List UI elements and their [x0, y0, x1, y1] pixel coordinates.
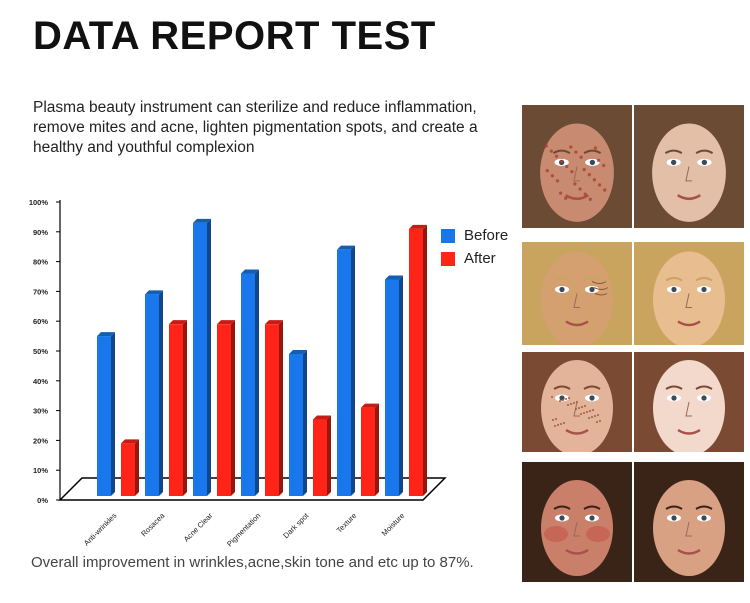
bar-top-before: [385, 275, 403, 280]
y-tick-label: 0%: [37, 496, 48, 505]
bar-top-before: [241, 269, 259, 274]
bar-side-after: [327, 415, 331, 496]
face-acne-before-icon: [522, 105, 632, 228]
bar-after: [265, 324, 279, 496]
y-tick-label: 20%: [33, 436, 48, 445]
bar-before: [241, 273, 255, 496]
face-clear-after-icon: [634, 105, 744, 228]
bar-side-after: [279, 320, 283, 496]
bar-side-before: [351, 245, 355, 496]
bar-top-after: [265, 320, 283, 325]
face-even-after-icon: [634, 352, 744, 452]
bar-side-after: [183, 320, 187, 496]
bar-after: [409, 228, 423, 496]
bar-top-after: [217, 320, 235, 325]
bar-chart: 0% 10% 20% 30% 40% 50% 60% 70% 80% 90% 100% Anti-wr…: [29, 198, 447, 548]
bar-before: [385, 279, 399, 496]
page-description: Plasma beauty instrument can sterilize a…: [33, 99, 478, 156]
bar-side-before: [207, 218, 211, 497]
bar-side-after: [423, 224, 427, 496]
bar-before: [145, 294, 159, 496]
bar-side-after: [135, 439, 139, 496]
bar-before: [97, 336, 111, 496]
face-redness-before-icon: [522, 462, 632, 582]
bar-after: [121, 443, 135, 496]
bar-side-before: [159, 290, 163, 496]
bar-side-before: [255, 269, 259, 496]
y-tick-label: 70%: [33, 287, 48, 296]
face-wrinkles-before-icon: [522, 242, 632, 345]
bar-top-after: [121, 439, 139, 444]
bar-after: [169, 324, 183, 496]
photo-row: [522, 352, 744, 452]
page-title: DATA REPORT TEST: [33, 14, 436, 58]
y-tick-label: 80%: [33, 258, 48, 267]
bar-top-before: [97, 332, 115, 337]
x-tick-label: Anti-wrinkles: [82, 511, 119, 548]
bar-side-before: [111, 332, 115, 496]
bar-side-after: [231, 320, 235, 496]
bar-top-after: [361, 403, 379, 408]
legend-item-after: After: [441, 247, 508, 270]
photo-row: [522, 105, 744, 228]
legend-label: After: [464, 250, 496, 267]
y-tick-label: 10%: [33, 466, 48, 475]
y-tick-label: 100%: [29, 198, 49, 207]
bar-top-before: [145, 290, 163, 295]
before-after-photos: [522, 100, 744, 590]
x-tick-label: Moisture: [380, 511, 407, 538]
bar-after: [217, 324, 231, 496]
y-tick-label: 30%: [33, 407, 48, 416]
legend-item-before: Before: [441, 224, 508, 247]
face-smooth-after-icon: [634, 242, 744, 345]
x-tick-label: Rosacea: [139, 510, 167, 538]
bar-before: [289, 353, 303, 496]
y-tick-label: 60%: [33, 317, 48, 326]
legend-swatch: [441, 251, 455, 266]
x-tick-label: Pigmentation: [225, 511, 262, 548]
bar-side-before: [303, 349, 307, 496]
legend-swatch: [441, 228, 455, 243]
photo-row: [522, 242, 744, 345]
x-tick-label: Acne Clear: [182, 511, 215, 544]
x-tick-label: Dark spot: [281, 510, 311, 540]
bar-after: [313, 419, 327, 496]
bar-top-before: [289, 349, 307, 354]
bar-top-after: [409, 224, 427, 229]
bar-before: [193, 222, 207, 497]
bar-top-after: [313, 415, 331, 420]
y-tick-label: 50%: [33, 347, 48, 356]
bar-side-after: [375, 403, 379, 496]
x-tick-label: Texture: [335, 511, 359, 535]
bar-top-after: [169, 320, 187, 325]
chart-caption: Overall improvement in wrinkles,acne,ski…: [31, 554, 474, 571]
face-calm-after-icon: [634, 462, 744, 582]
bar-before: [337, 249, 351, 496]
chart-legend: Before After: [441, 224, 508, 270]
bar-side-before: [399, 275, 403, 496]
y-tick-label: 90%: [33, 228, 48, 237]
bar-top-before: [193, 218, 211, 223]
legend-label: Before: [464, 227, 509, 244]
face-freckles-before-icon: [522, 352, 632, 452]
bar-top-before: [337, 245, 355, 250]
bar-after: [361, 407, 375, 496]
y-tick-label: 40%: [33, 377, 48, 386]
photo-row: [522, 462, 744, 582]
